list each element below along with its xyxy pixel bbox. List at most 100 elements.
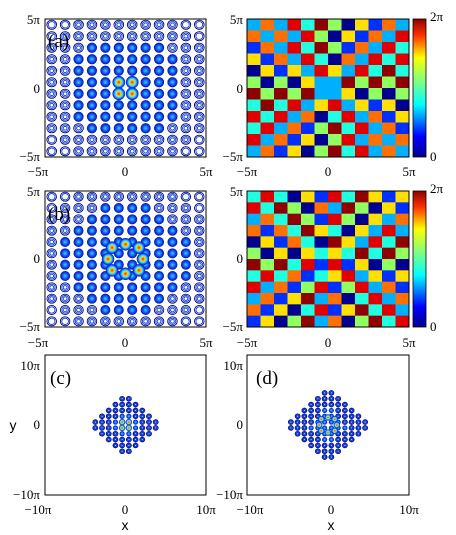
lattice-site <box>132 419 139 425</box>
lattice-site <box>112 419 119 425</box>
contour-ring <box>113 402 118 407</box>
intensity-peak <box>125 87 139 101</box>
contour-ring <box>105 413 112 420</box>
contour-ring <box>114 147 123 155</box>
contour-ring <box>168 306 177 314</box>
contour-ring <box>139 419 146 425</box>
contour-ring <box>329 390 334 395</box>
contour-ring <box>106 431 111 436</box>
contour-ring <box>125 442 132 449</box>
contour-ring <box>356 420 361 425</box>
contour-ring <box>321 395 328 402</box>
lattice-site <box>113 305 124 315</box>
contour-ring <box>182 67 190 75</box>
phase-cell <box>301 270 315 283</box>
lattice-site <box>73 111 84 122</box>
contour-ring <box>139 436 146 443</box>
contour-ring <box>113 31 125 42</box>
contour-ring <box>134 432 137 436</box>
contour-ring <box>182 317 190 325</box>
lattice-site <box>167 248 178 259</box>
contour-ring <box>119 407 126 414</box>
contour-ring <box>182 44 190 52</box>
contour-ring <box>196 56 202 62</box>
phase-cell <box>247 42 261 54</box>
contour-ring <box>182 124 190 132</box>
contour-ring <box>119 448 126 455</box>
contour-ring <box>362 425 369 431</box>
contour-ring <box>101 147 110 155</box>
contour-ring <box>89 205 95 211</box>
contour-ring <box>155 32 163 40</box>
contour-ring <box>46 248 57 259</box>
contour-ring <box>146 419 152 425</box>
contour-ring <box>196 285 202 290</box>
contour-ring <box>153 19 165 30</box>
contour-ring <box>308 413 315 420</box>
phase-cell <box>395 76 409 89</box>
contour-ring <box>309 420 313 424</box>
contour-ring <box>126 134 138 145</box>
phase-cell <box>301 111 315 123</box>
phase-cell <box>355 122 369 135</box>
lattice-site <box>153 65 165 76</box>
contour-ring <box>309 414 313 418</box>
contour-ring <box>196 45 202 51</box>
contour-ring <box>153 316 165 327</box>
contour-ring <box>328 454 335 460</box>
phase-cell <box>368 281 383 294</box>
contour-ring <box>156 33 162 39</box>
panel-b-phase-xtick-mid: 0 <box>325 335 332 350</box>
contour-ring <box>314 395 321 402</box>
contour-ring <box>141 32 150 40</box>
contour-ring <box>119 442 126 449</box>
phase-cell <box>395 19 409 31</box>
contour-ring <box>294 430 301 437</box>
panel-c-xtick-left: −10π <box>25 502 52 517</box>
contour-ring <box>74 193 83 201</box>
phase-cell <box>328 53 342 66</box>
phase-cell <box>274 122 288 135</box>
intensity-peak <box>316 421 323 429</box>
contour-ring <box>143 137 149 143</box>
contour-ring <box>99 414 105 419</box>
contour-ring <box>114 444 117 447</box>
contour-ring <box>194 225 205 236</box>
contour-ring <box>61 215 69 223</box>
contour-ring <box>127 449 131 453</box>
contour-ring <box>195 90 204 98</box>
panel-b-ytick-top: 5π <box>27 184 41 199</box>
phase-cell <box>301 315 315 327</box>
contour-ring <box>315 431 321 436</box>
contour-ring <box>356 414 360 418</box>
phase-cell <box>368 30 383 43</box>
phase-cell <box>355 236 369 249</box>
contour-ring <box>195 136 204 144</box>
contour-ring <box>329 443 334 448</box>
contour-ring <box>329 391 333 395</box>
contour-ring <box>146 420 152 425</box>
contour-ring <box>107 432 111 436</box>
contour-ring <box>315 449 321 454</box>
lattice-site <box>154 225 165 236</box>
contour-ring <box>125 395 132 402</box>
contour-ring <box>76 22 81 28</box>
contour-ring <box>363 420 367 424</box>
contour-ring <box>103 319 108 324</box>
lattice-site <box>86 42 98 53</box>
contour-ring <box>336 438 340 441</box>
lattice-site <box>113 293 124 304</box>
contour-ring <box>133 414 138 419</box>
phase-cell <box>355 99 369 112</box>
phase-cell <box>382 76 396 89</box>
contour-ring <box>73 134 84 145</box>
phase-cell <box>382 30 396 43</box>
contour-ring <box>183 228 189 233</box>
contour-ring <box>153 146 165 157</box>
contour-ring <box>105 430 112 437</box>
phase-cell <box>314 65 329 77</box>
contour-ring <box>127 444 131 447</box>
contour-ring <box>182 193 190 201</box>
phase-cell <box>395 191 409 203</box>
contour-ring <box>302 414 306 418</box>
